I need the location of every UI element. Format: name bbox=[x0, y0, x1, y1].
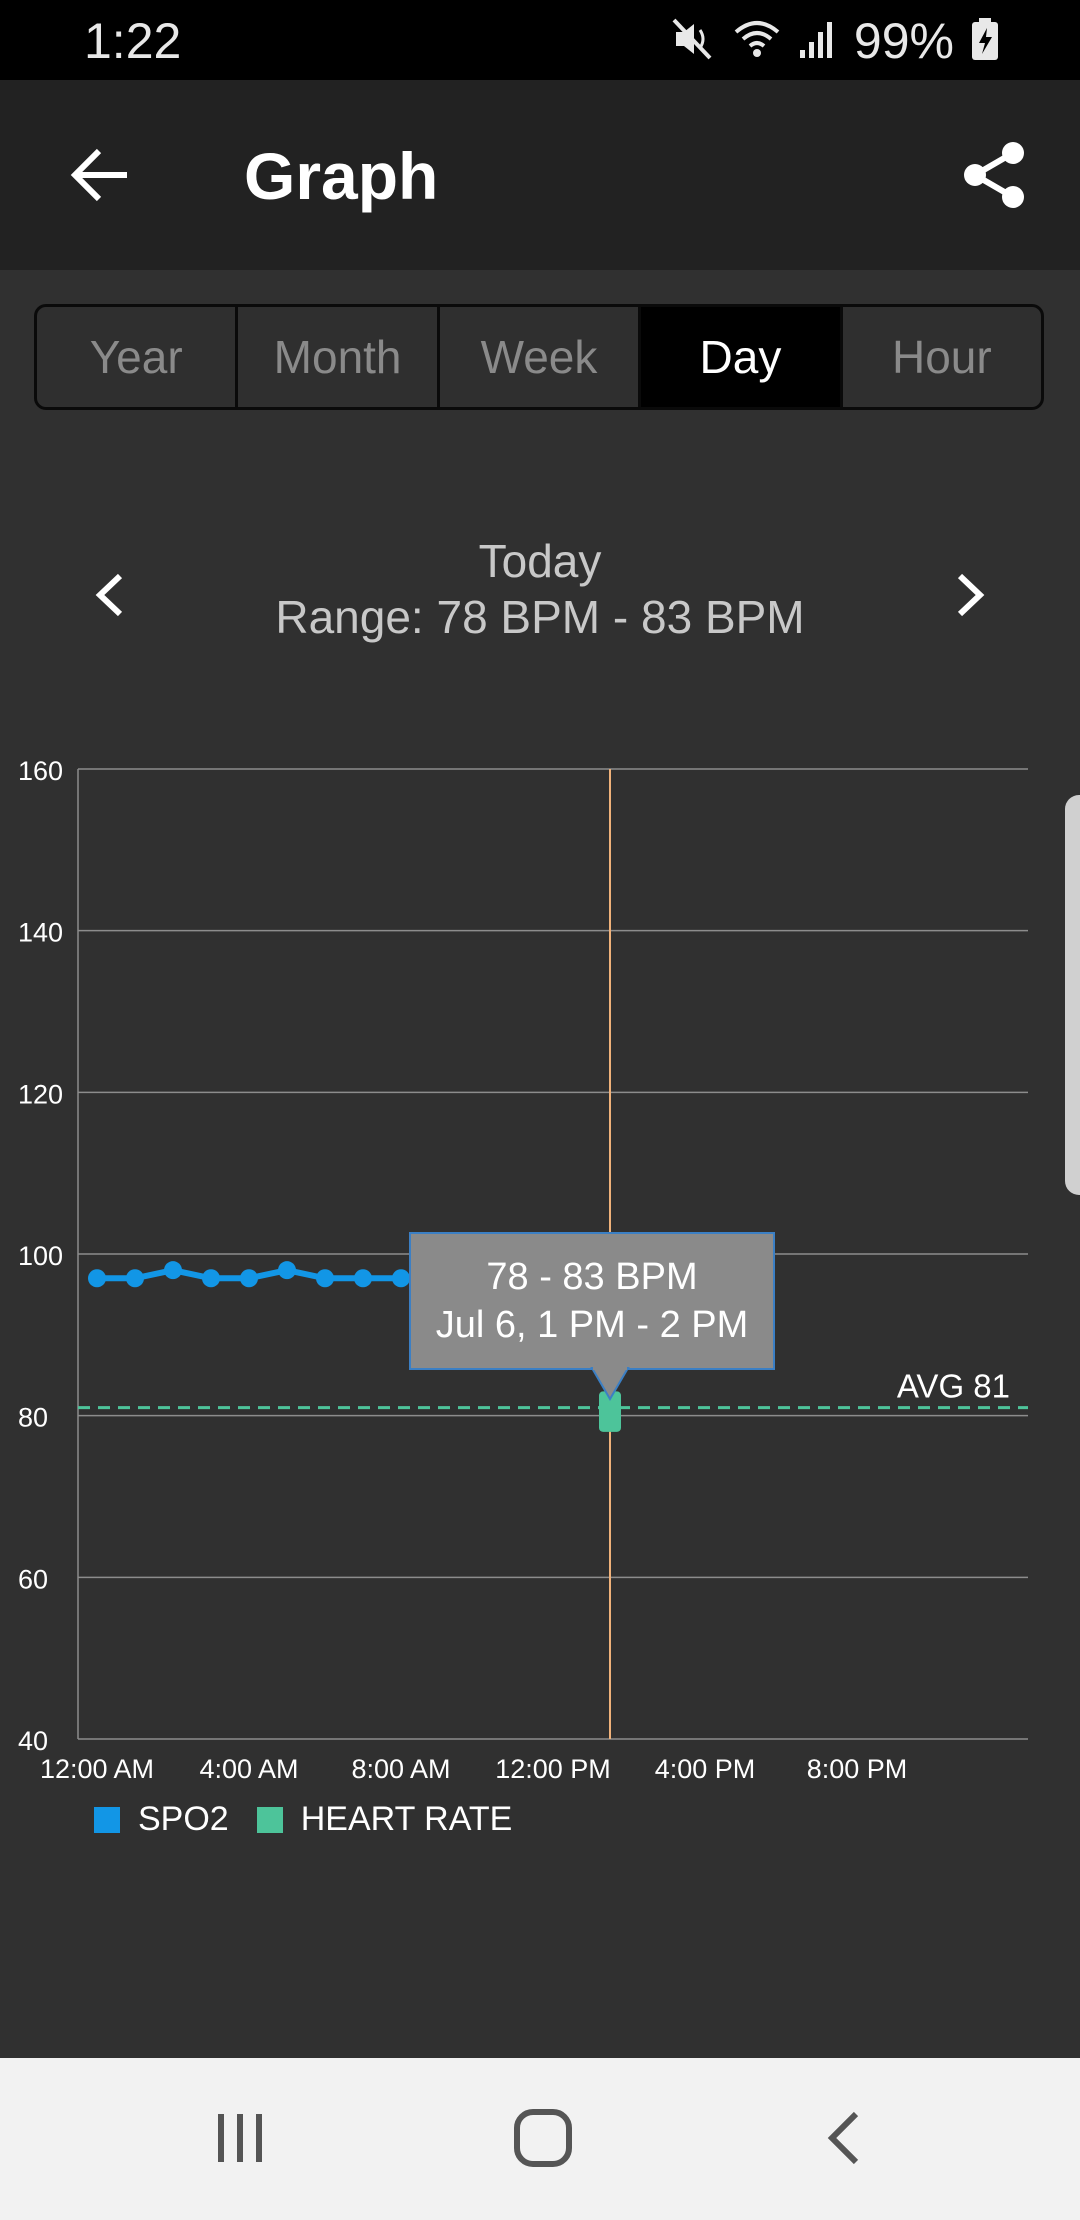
home-icon bbox=[514, 2109, 572, 2167]
spo2-point bbox=[278, 1261, 296, 1280]
system-back-button[interactable] bbox=[795, 2098, 895, 2178]
x-tick-label: 4:00 AM bbox=[199, 1754, 298, 1784]
legend-label-spo2: SPO2 bbox=[138, 1800, 229, 1838]
spo2-point bbox=[354, 1269, 372, 1288]
page-title: Graph bbox=[244, 139, 439, 213]
tab-day[interactable]: Day bbox=[641, 307, 843, 407]
recent-apps-button[interactable] bbox=[190, 2098, 290, 2178]
x-tick-label: 4:00 PM bbox=[655, 1754, 756, 1784]
y-tick-label: 60 bbox=[18, 1564, 48, 1594]
y-tick-label: 140 bbox=[18, 918, 63, 948]
legend-swatch-heart-rate bbox=[256, 1806, 283, 1833]
period-range: Range: 78 BPM - 83 BPM bbox=[275, 591, 805, 643]
y-tick-label: 40 bbox=[18, 1726, 48, 1756]
tooltip-pointer bbox=[590, 1367, 630, 1401]
tab-month[interactable]: Month bbox=[238, 307, 440, 407]
status-icons: 99% bbox=[670, 12, 1000, 70]
range-tabs: Year Month Week Day Hour bbox=[34, 304, 1044, 410]
spo2-point bbox=[164, 1261, 182, 1280]
spo2-point bbox=[392, 1269, 410, 1288]
share-icon bbox=[964, 142, 1024, 208]
spo2-point bbox=[240, 1269, 258, 1288]
app-bar: Graph bbox=[0, 80, 1080, 270]
chevron-right-icon bbox=[957, 573, 985, 617]
spo2-point bbox=[316, 1269, 334, 1288]
battery-charging-icon bbox=[970, 16, 1000, 67]
share-button[interactable] bbox=[950, 130, 1040, 220]
tooltip-date: Jul 6, 1 PM - 2 PM bbox=[436, 1304, 749, 1346]
tab-week[interactable]: Week bbox=[440, 307, 642, 407]
spo2-point bbox=[202, 1269, 220, 1288]
y-tick-label: 160 bbox=[18, 756, 63, 786]
wifi-icon bbox=[732, 16, 782, 67]
chevron-left-icon bbox=[95, 573, 123, 617]
spo2-point bbox=[126, 1269, 144, 1288]
home-button[interactable] bbox=[493, 2098, 593, 2178]
y-tick-label: 80 bbox=[18, 1403, 48, 1433]
signal-icon bbox=[798, 16, 838, 67]
x-tick-label: 12:00 AM bbox=[40, 1754, 154, 1784]
recent-apps-icon bbox=[218, 2114, 262, 2162]
next-period-button[interactable] bbox=[930, 545, 1010, 645]
tab-hour[interactable]: Hour bbox=[891, 331, 992, 383]
period-nav: Today Range: 78 BPM - 83 BPM bbox=[0, 525, 1080, 665]
tab-year[interactable]: Year bbox=[37, 307, 239, 407]
back-button[interactable] bbox=[56, 130, 146, 220]
y-tick-label: 100 bbox=[18, 1241, 63, 1271]
x-tick-label: 8:00 PM bbox=[807, 1754, 908, 1784]
previous-period-button[interactable] bbox=[70, 545, 150, 645]
average-label: AVG 81 bbox=[897, 1368, 1010, 1405]
scroll-handle[interactable] bbox=[1065, 795, 1080, 1195]
tooltip-box bbox=[409, 1232, 775, 1370]
system-back-icon bbox=[827, 2111, 859, 2165]
chart-legend: SPO2 HEART RATE bbox=[94, 1800, 540, 1839]
legend-swatch-spo2 bbox=[94, 1806, 120, 1833]
status-time: 1:22 bbox=[84, 13, 182, 69]
legend-label-heart-rate: HEART RATE bbox=[300, 1800, 513, 1838]
spo2-point bbox=[88, 1269, 106, 1288]
system-nav-bar bbox=[0, 2058, 1080, 2220]
period-title: Today bbox=[478, 535, 602, 587]
status-bar: 1:22 99% bbox=[0, 0, 1080, 80]
heart-rate-bar bbox=[599, 1391, 621, 1432]
tooltip-pointer-mask bbox=[593, 1366, 627, 1370]
back-arrow-icon bbox=[70, 148, 127, 202]
x-tick-label: 8:00 AM bbox=[351, 1754, 450, 1784]
y-tick-label: 120 bbox=[18, 1079, 63, 1109]
battery-percent: 99% bbox=[853, 13, 954, 69]
mute-icon bbox=[670, 16, 716, 67]
x-tick-label: 12:00 PM bbox=[495, 1754, 611, 1784]
tooltip-value: 78 - 83 BPM bbox=[486, 1256, 697, 1298]
